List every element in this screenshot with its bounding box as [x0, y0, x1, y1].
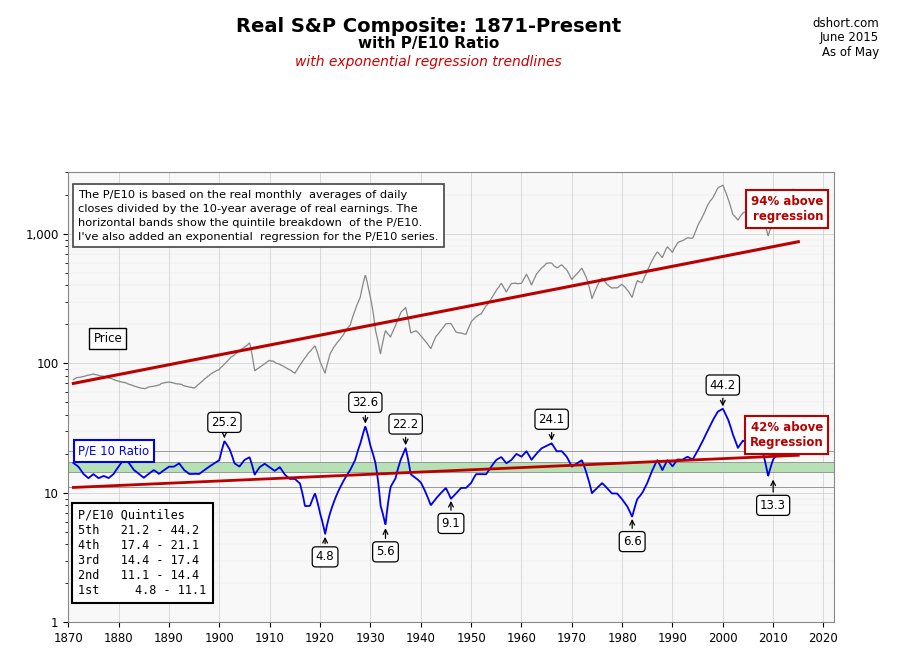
Text: 6.6: 6.6	[623, 520, 641, 548]
Text: Real S&P Composite: 1871-Present: Real S&P Composite: 1871-Present	[236, 17, 620, 36]
Text: 22.2: 22.2	[393, 418, 419, 444]
Text: 26.9: 26.9	[785, 431, 812, 444]
Text: 24.1: 24.1	[538, 412, 565, 439]
Text: with P/E10 Ratio: with P/E10 Ratio	[357, 36, 499, 52]
Text: 9.1: 9.1	[442, 502, 460, 530]
Text: 94% above
regression: 94% above regression	[752, 195, 824, 223]
Text: 13.3: 13.3	[760, 481, 786, 512]
Text: dshort.com: dshort.com	[813, 17, 879, 30]
Text: As of May: As of May	[822, 46, 879, 59]
Text: P/E10 Quintiles
5th   21.2 - 44.2
4th   17.4 - 21.1
3rd   14.4 - 17.4
2nd   11.1: P/E10 Quintiles 5th 21.2 - 44.2 4th 17.4…	[78, 509, 207, 597]
Text: P/E 10 Ratio: P/E 10 Ratio	[78, 445, 149, 457]
Text: 42% above
Regression: 42% above Regression	[750, 421, 824, 449]
Text: June 2015: June 2015	[820, 31, 879, 44]
Bar	[68, 461, 834, 472]
Text: 32.6: 32.6	[353, 396, 378, 422]
Text: 5.6: 5.6	[376, 530, 394, 558]
Text: Price: Price	[94, 332, 122, 345]
Text: 25.2: 25.2	[211, 416, 238, 437]
Text: The P/E10 is based on the real monthly  averages of daily
closes divided by the : The P/E10 is based on the real monthly a…	[78, 189, 439, 242]
Text: 4.8: 4.8	[316, 538, 334, 563]
Text: with exponential regression trendlines: with exponential regression trendlines	[295, 55, 561, 69]
Text: 44.2: 44.2	[710, 379, 736, 405]
